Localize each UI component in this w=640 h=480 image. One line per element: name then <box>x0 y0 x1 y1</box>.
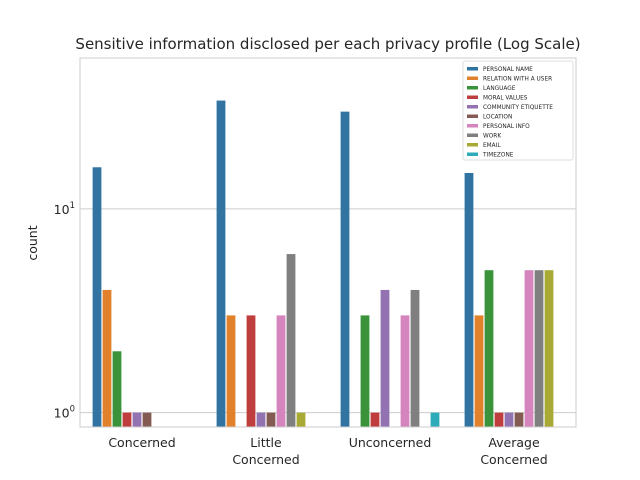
bar-timezone-unconcerned- <box>430 412 440 427</box>
plot-frame <box>79 57 577 428</box>
legend: PERSONAL NAME RELATION WITH A USER LANGUAG… <box>462 60 574 161</box>
x-tick-label-line2: Concerned <box>232 452 299 467</box>
bar-personal-info-average-concerned <box>524 270 534 427</box>
bar-relation-with-a-user-average-concerned <box>474 315 484 427</box>
legend-label-location: LOCATION <box>483 115 512 121</box>
bar-email-average-concerned <box>544 270 554 427</box>
legend-swatch-email <box>467 143 478 147</box>
y-tick-label: 100 <box>54 405 75 421</box>
legend-swatch-community-etiquette <box>467 105 478 109</box>
y-tick-label: 101 <box>54 201 75 217</box>
chart-title: Sensitive information disclosed per each… <box>75 35 580 53</box>
legend-label-relation-with-a-user: RELATION WITH A USER <box>483 77 552 83</box>
bar-moral-values-little-concerned <box>246 315 256 427</box>
y-ticks: 100 101 <box>54 201 75 421</box>
legend-box <box>462 60 574 161</box>
y-tick-exponent: 0 <box>70 405 75 415</box>
bar-community-etiquette-little-concerned <box>256 412 266 427</box>
legend-label-personal-info: PERSONAL INFO <box>483 124 530 130</box>
bar-personal-name-average-concerned <box>464 172 474 427</box>
legend-swatch-relation-with-a-user <box>467 76 478 80</box>
y-tick-exponent: 1 <box>70 201 75 211</box>
legend-swatch-language <box>467 86 478 90</box>
bar-email-little-concerned <box>296 412 306 427</box>
bar-work-little-concerned <box>286 254 296 427</box>
bar-work-average-concerned <box>534 270 544 427</box>
legend-label-work: WORK <box>483 134 501 140</box>
bar-personal-name-concerned- <box>92 167 102 427</box>
legend-label-personal-name: PERSONAL NAME <box>483 67 533 73</box>
x-tick-label: Concerned <box>108 435 175 450</box>
legend-swatch-moral-values <box>467 95 478 99</box>
x-tick-label-line2: Concerned <box>480 452 547 467</box>
legend-label-community-etiquette: COMMUNITY ETIQUETTE <box>483 105 553 111</box>
legend-swatch-timezone <box>467 152 478 156</box>
legend-swatch-personal-info <box>467 124 478 128</box>
bar-language-unconcerned- <box>360 315 370 427</box>
x-tick-label: Unconcerned <box>349 435 432 450</box>
bar-work-unconcerned- <box>410 289 420 427</box>
grid <box>80 208 576 414</box>
bar-community-etiquette-concerned- <box>132 412 142 427</box>
legend-label-timezone: TIMEZONE <box>482 153 514 159</box>
bar-moral-values-unconcerned- <box>370 412 380 427</box>
legend-label-language: LANGUAGE <box>483 86 516 92</box>
x-tick-label: Little <box>250 435 282 450</box>
bar-community-etiquette-average-concerned <box>504 412 514 427</box>
bar-personal-info-unconcerned- <box>400 315 410 427</box>
x-tick-label: Average <box>488 435 540 450</box>
bar-location-average-concerned <box>514 412 524 427</box>
bars <box>92 100 554 428</box>
bar-personal-name-little-concerned <box>216 100 226 427</box>
bar-moral-values-concerned- <box>122 412 132 427</box>
bar-language-concerned- <box>112 351 122 427</box>
bar-personal-info-little-concerned <box>276 315 286 427</box>
bar-location-little-concerned <box>266 412 276 427</box>
bar-moral-values-average-concerned <box>494 412 504 427</box>
x-ticks: Concerned Little Concerned Unconcerned Avera… <box>108 435 547 467</box>
legend-swatch-location <box>467 114 478 118</box>
legend-label-email: EMAIL <box>483 143 501 149</box>
legend-swatch-work <box>467 133 478 137</box>
bar-relation-with-a-user-concerned- <box>102 289 112 427</box>
bar-relation-with-a-user-little-concerned <box>226 315 236 427</box>
bar-personal-name-unconcerned- <box>340 111 350 428</box>
legend-swatch-personal-name <box>467 67 478 71</box>
legend-label-moral-values: MORAL VALUES <box>483 96 528 102</box>
bar-language-average-concerned <box>484 270 494 427</box>
bar-location-concerned- <box>142 412 152 427</box>
bar-community-etiquette-unconcerned- <box>380 289 390 427</box>
y-axis-label: count <box>25 225 40 260</box>
